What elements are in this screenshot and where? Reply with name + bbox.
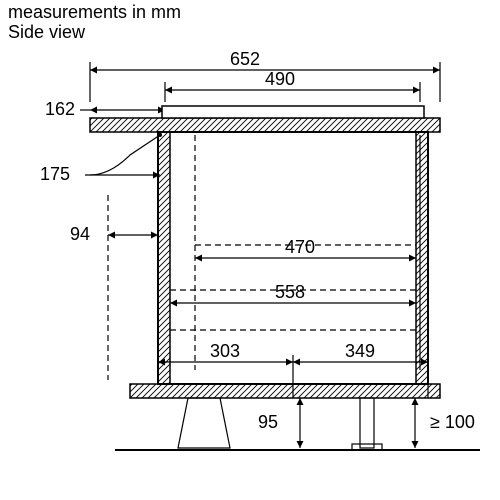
countertop-rail — [90, 118, 440, 132]
dim-303: 303 — [210, 341, 240, 361]
foot-left — [178, 398, 230, 448]
dim-470: 470 — [285, 237, 315, 257]
body-wall-right — [416, 132, 428, 384]
header-line1: measurements in mm — [8, 2, 181, 22]
cooktop-glass — [162, 106, 424, 118]
dim-inner-top: 490 — [265, 69, 295, 89]
dim-349: 349 — [345, 341, 375, 361]
dim-overall-width: 652 — [230, 49, 260, 69]
dim-175: 175 — [40, 164, 70, 184]
base-shelf — [130, 384, 440, 398]
dim-162: 162 — [45, 99, 75, 119]
foot-right — [360, 398, 374, 448]
dim-clearance: ≥ 100 — [430, 412, 475, 432]
dim-94: 94 — [70, 224, 90, 244]
dim-95: 95 — [258, 412, 278, 432]
body-wall-left — [158, 132, 170, 384]
dim-558: 558 — [275, 282, 305, 302]
header-line2: Side view — [8, 22, 86, 42]
